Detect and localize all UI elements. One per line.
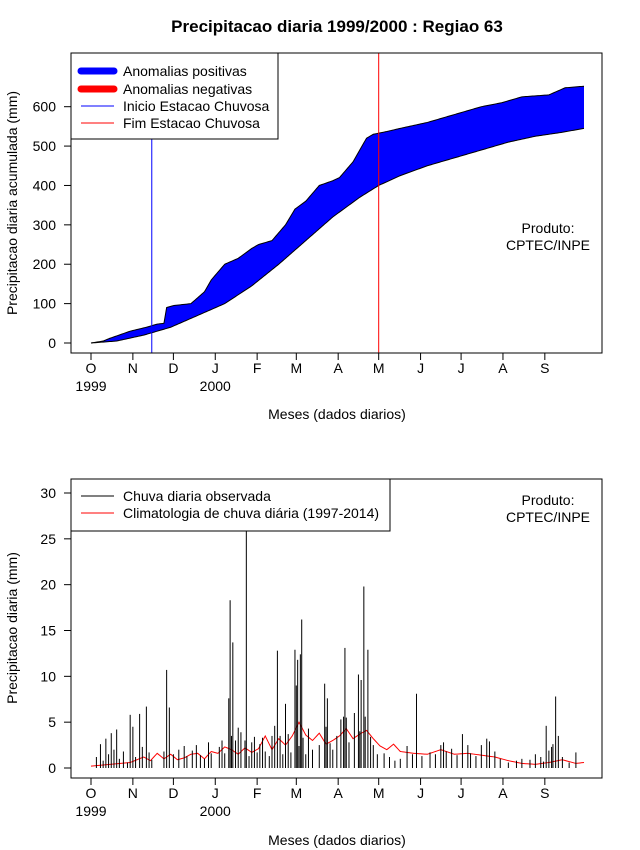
daily-x-tick-label: M <box>373 785 385 801</box>
cumulative-x-tick-label: A <box>334 360 344 376</box>
daily-x-tick-label: J <box>212 785 219 801</box>
cumulative-x-tick-label: J <box>417 360 424 376</box>
cumulative-x-tick-label: N <box>128 360 138 376</box>
legend-label-observed: Chuva diaria observada <box>123 488 271 504</box>
legend-label-season-start: Inicio Estacao Chuvosa <box>123 98 270 114</box>
cumulative-x-tick-label: J <box>458 360 465 376</box>
chart-title: Precipitacao diaria 1999/2000 : Regiao 6… <box>171 17 503 36</box>
product-label-bottom-line2: CPTEC/INPE <box>506 509 590 525</box>
cumulative-x-tick-label: M <box>290 360 302 376</box>
cumulative-y-tick-label: 300 <box>33 217 57 233</box>
daily-marks <box>90 511 585 768</box>
cumulative-x-tick-label: J <box>212 360 219 376</box>
daily-x-tick-label: J <box>458 785 465 801</box>
cumulative-y-tick-label: 500 <box>33 138 57 154</box>
daily-y-tick-label: 5 <box>48 714 56 730</box>
daily-x-axis-label: Meses (dados diarios) <box>268 832 406 848</box>
daily-legend: Chuva diaria observada Climatologia de c… <box>70 478 391 532</box>
observed-cumulative-line <box>90 85 585 344</box>
daily-y-tick-label: 10 <box>40 668 56 684</box>
daily-y-tick-label: 15 <box>40 623 56 639</box>
daily-y-tick-label: 30 <box>40 485 56 501</box>
cumulative-year-label: 2000 <box>200 378 231 394</box>
daily-legend-box <box>70 478 391 532</box>
cumulative-x-tick-label: A <box>498 360 508 376</box>
daily-x-tick-label: D <box>168 785 178 801</box>
daily-x-tick-label: S <box>540 785 549 801</box>
cumulative-y-tick-label: 200 <box>33 256 57 272</box>
climatology-cumulative-line <box>90 127 585 344</box>
daily-year-label: 1999 <box>75 803 106 819</box>
product-label-top-line2: CPTEC/INPE <box>506 237 590 253</box>
daily-y-tick-label: 20 <box>40 577 56 593</box>
daily-x-tick-label: A <box>334 785 344 801</box>
cumulative-y-axis-label: Precipitacao diaria acumulada (mm) <box>4 91 20 315</box>
cumulative-y-tick-label: 600 <box>33 99 57 115</box>
legend-label-negative: Anomalias negativas <box>123 81 252 97</box>
cumulative-x-tick-label: M <box>373 360 385 376</box>
cumulative-year-label: 1999 <box>75 378 106 394</box>
daily-x-tick-label: J <box>417 785 424 801</box>
cumulative-y-tick-label: 0 <box>48 335 56 351</box>
daily-x-tick-label: A <box>498 785 508 801</box>
daily-y-axis-label: Precipitacao diaria (mm) <box>4 552 20 704</box>
cumulative-legend-box <box>70 52 279 140</box>
daily-x-tick-label: O <box>86 785 97 801</box>
product-label-top-line1: Produto: <box>522 220 575 236</box>
daily-x-tick-label: M <box>290 785 302 801</box>
legend-label-positive: Anomalias positivas <box>123 63 247 79</box>
daily-y-tick-label: 0 <box>48 760 56 776</box>
cumulative-x-axis-label: Meses (dados diarios) <box>268 406 406 422</box>
positive-anomaly-area <box>91 86 584 343</box>
cumulative-marks <box>90 53 585 353</box>
cumulative-x-tick-label: S <box>540 360 549 376</box>
daily-y-tick-label: 25 <box>40 531 56 547</box>
legend-label-season-end: Fim Estacao Chuvosa <box>123 115 260 131</box>
cumulative-y-tick-label: 100 <box>33 296 57 312</box>
daily-x-tick-label: N <box>128 785 138 801</box>
cumulative-legend: Anomalias positivas Anomalias negativas … <box>70 52 279 140</box>
daily-precipitation-panel: 0 5 10 15 20 25 30 O N D J F M A M J J A S 1999 2000 Chuva d… <box>4 478 603 848</box>
daily-year-label: 2000 <box>200 803 231 819</box>
cumulative-x-tick-label: D <box>168 360 178 376</box>
product-label-bottom-line1: Produto: <box>522 492 575 508</box>
cumulative-x-tick-label: O <box>86 360 97 376</box>
daily-x-tick-label: F <box>253 785 262 801</box>
climatology-daily-line <box>90 721 585 767</box>
cumulative-y-tick-label: 400 <box>33 177 57 193</box>
cumulative-x-tick-label: F <box>253 360 262 376</box>
cumulative-plot-border <box>70 52 603 354</box>
legend-label-climatology: Climatologia de chuva diária (1997-2014) <box>123 505 379 521</box>
